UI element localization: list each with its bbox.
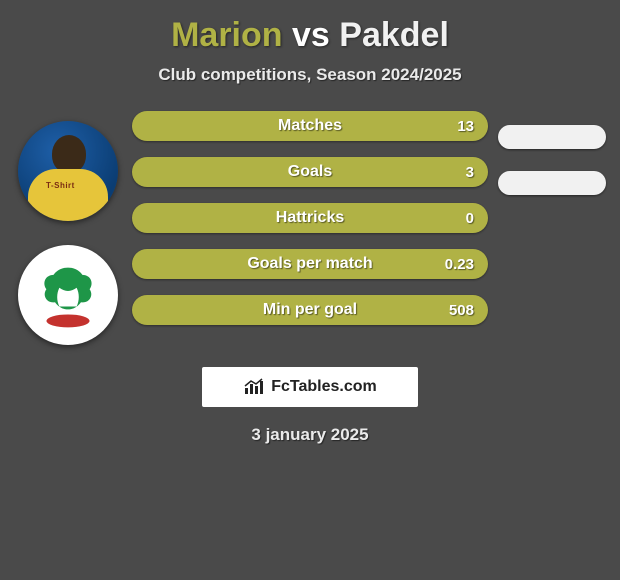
player2-pill [498, 125, 606, 149]
stat-bars: Matches 13 Goals 3 Hattricks 0 Goals per… [128, 111, 492, 325]
player1-avatar: T-Shirt [18, 121, 118, 221]
stat-bar-goals: Goals 3 [132, 157, 488, 187]
stat-value: 508 [449, 302, 474, 319]
avatar-shirt-brand: T-Shirt [46, 181, 75, 190]
club-logo-svg [32, 259, 104, 331]
stat-value: 0.23 [445, 256, 474, 273]
stat-label: Matches [278, 117, 342, 135]
right-column [492, 111, 612, 195]
stat-value: 13 [457, 118, 474, 135]
icon-bar [245, 388, 248, 394]
icon-bar [260, 381, 263, 394]
player2-name: Pakdel [339, 16, 449, 54]
page-title: Marion vs Pakdel [0, 16, 620, 55]
stat-value: 3 [466, 164, 474, 181]
avatar-shirt-shape [28, 169, 108, 221]
stat-label: Goals per match [247, 255, 372, 273]
main-row: T-Shirt Matches 13 Goals 3 Hattricks [0, 111, 620, 345]
fctables-chart-icon [243, 378, 265, 396]
club-logo [18, 245, 118, 345]
subtitle: Club competitions, Season 2024/2025 [0, 65, 620, 85]
stat-value: 0 [466, 210, 474, 227]
brand-text: FcTables.com [271, 378, 377, 396]
stat-bar-goals-per-match: Goals per match 0.23 [132, 249, 488, 279]
avatar-head-shape [52, 135, 86, 173]
left-column: T-Shirt [8, 111, 128, 345]
brand-box[interactable]: FcTables.com [202, 367, 418, 407]
stat-label: Hattricks [276, 209, 344, 227]
stat-bar-hattricks: Hattricks 0 [132, 203, 488, 233]
stat-bar-min-per-goal: Min per goal 508 [132, 295, 488, 325]
stat-label: Goals [288, 163, 332, 181]
icon-bar [255, 386, 258, 394]
player2-pill [498, 171, 606, 195]
stat-bar-matches: Matches 13 [132, 111, 488, 141]
icon-line [245, 379, 262, 386]
infographic-root: Marion vs Pakdel Club competitions, Seas… [0, 0, 620, 445]
date-text: 3 january 2025 [0, 425, 620, 445]
player1-name: Marion [171, 16, 282, 54]
title-vs: vs [292, 16, 330, 54]
stat-label: Min per goal [263, 301, 357, 319]
icon-bar [250, 384, 253, 394]
club-logo-ribbon [46, 314, 89, 327]
